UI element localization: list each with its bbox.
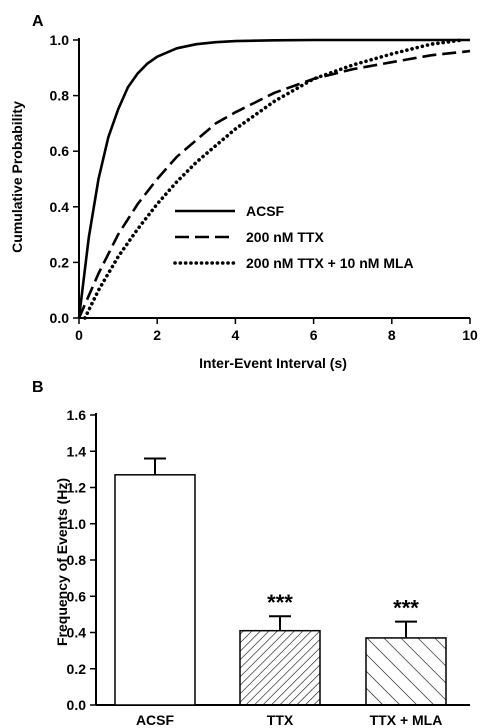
significance-marker: ***: [267, 590, 293, 615]
panel-b-ytick-label: 1.0: [67, 516, 87, 532]
panel-a-xtick-label: 8: [388, 327, 396, 343]
significance-marker: ***: [393, 596, 419, 621]
panel-a-xlabel: Inter-Event Interval (s): [199, 355, 347, 371]
panel-b-ytick-label: 0.0: [67, 697, 87, 713]
panel-b-ytick-label: 0.8: [67, 552, 87, 568]
bar-2: [365, 637, 447, 706]
panel-b-ytick-label: 0.2: [67, 661, 87, 677]
panel-a-xtick-label: 2: [153, 327, 161, 343]
panel-a-ytick-label: 0.6: [50, 143, 70, 159]
panel-b-ytick-label: 0.6: [67, 588, 87, 604]
panel-a-legend: ACSF 200 nM TTX 200 nM TTX + 10 nM MLA: [173, 203, 414, 271]
legend-label-0: ACSF: [246, 203, 285, 219]
panel-a-ytick-label: 0.0: [50, 310, 70, 326]
panel-a-axes: 0.0 0.2 0.4 0.6 0.8 1.0 0 2 4 6 8 10: [50, 32, 478, 343]
legend-label-2: 200 nM TTX + 10 nM MLA: [246, 255, 414, 271]
panel-b-ytick-label: 0.4: [67, 625, 87, 641]
category-label: TTX + MLA: [370, 712, 443, 728]
panel-b-ytick-label: 1.6: [67, 407, 87, 423]
bar-0: [114, 474, 196, 706]
panel-a-ytick-label: 1.0: [50, 32, 70, 48]
series-line-2: [83, 38, 465, 320]
panel-a-ytick-label: 0.2: [50, 254, 70, 270]
panel-b-ylabel: Frequency of Events (Hz): [54, 478, 70, 646]
panel-a-ytick-label: 0.4: [50, 199, 70, 215]
series-line-1: [77, 49, 471, 319]
panel-a: A Cumulative Probability Inter-Event Int…: [9, 13, 478, 371]
panel-a-ylabel: Cumulative Probability: [9, 101, 25, 253]
bar-1: [239, 629, 321, 706]
panel-b-bars: ACSF TTX *** TTX + MLA ***: [114, 457, 447, 728]
category-label: TTX: [267, 712, 294, 728]
panel-a-xtick-label: 0: [75, 327, 83, 343]
panel-a-xtick-label: 10: [462, 327, 478, 343]
series-line-0: [77, 38, 470, 319]
panel-a-ytick-label: 0.8: [50, 88, 70, 104]
panel-a-series: [77, 38, 471, 320]
panel-a-letter: A: [32, 13, 44, 30]
panel-b-ytick-label: 1.2: [67, 480, 87, 496]
category-label: ACSF: [136, 712, 175, 728]
panel-a-xtick-label: 6: [310, 327, 318, 343]
panel-b-letter: B: [32, 379, 44, 396]
panel-b-ytick-label: 1.4: [67, 443, 87, 459]
panel-a-xtick-label: 4: [232, 327, 240, 343]
legend-label-1: 200 nM TTX: [246, 229, 324, 245]
panel-b: B Frequency of Events (Hz) 0.0 0.2 0.4 0.6 0…: [32, 379, 470, 728]
